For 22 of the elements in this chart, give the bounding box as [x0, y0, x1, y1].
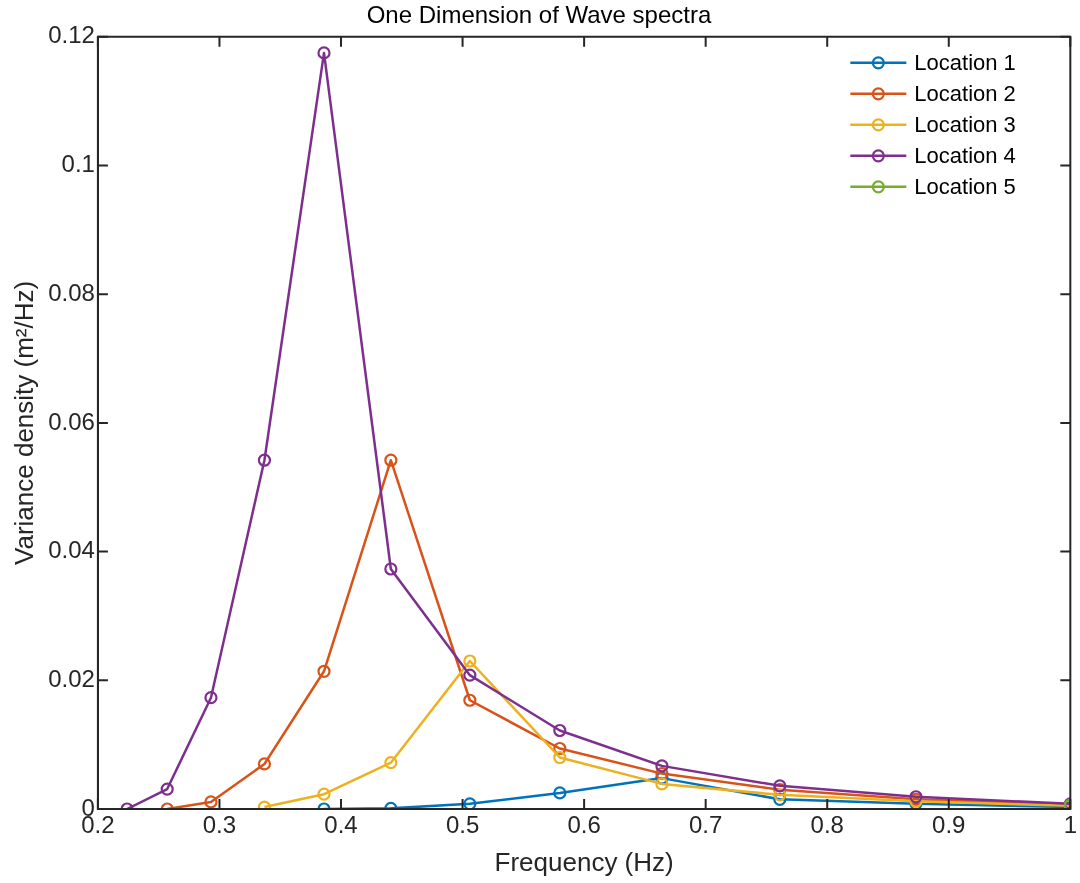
- legend-label: Location 1: [914, 49, 1016, 75]
- x-tick-label: 0.7: [688, 811, 723, 839]
- x-tick-label: 0.5: [445, 811, 480, 839]
- legend-label: Location 5: [914, 173, 1016, 199]
- y-tick-label: 0.08: [48, 278, 95, 306]
- y-tick-label: 0.12: [48, 21, 95, 49]
- x-tick-label: 1: [1063, 811, 1078, 839]
- chart-title: One Dimension of Wave spectra: [366, 1, 712, 29]
- y-tick-label: 0.06: [48, 407, 95, 435]
- y-tick-label: 0.1: [61, 150, 95, 178]
- legend-label: Location 3: [914, 111, 1016, 137]
- y-tick-label: 0.04: [48, 536, 95, 564]
- legend-label: Location 2: [914, 80, 1016, 106]
- x-tick-label: 0.4: [324, 811, 358, 839]
- y-tick-label: 0.02: [48, 664, 95, 692]
- y-axis-title: Variance density (m²/Hz): [8, 280, 39, 565]
- x-tick-label: 0.9: [932, 811, 966, 839]
- x-tick-label: 0.6: [567, 811, 601, 839]
- x-axis-title: Frequency (Hz): [494, 846, 674, 877]
- legend-label: Location 4: [914, 142, 1016, 168]
- x-tick-label: 0.3: [202, 811, 237, 839]
- x-tick-label: 0.8: [810, 811, 844, 839]
